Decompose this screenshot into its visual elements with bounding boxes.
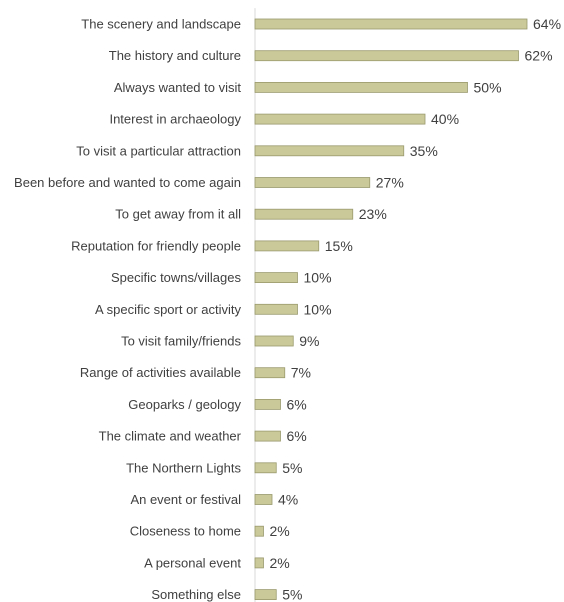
- value-label: 4%: [278, 492, 298, 508]
- value-label: 10%: [304, 301, 332, 317]
- bar: [254, 18, 528, 30]
- category-label: Something else: [151, 587, 241, 602]
- category-label: To visit family/friends: [121, 334, 241, 349]
- bar: [254, 82, 468, 93]
- value-label: 62%: [525, 48, 553, 64]
- value-label: 5%: [282, 460, 302, 476]
- value-label: 23%: [359, 206, 387, 222]
- category-label: Interest in archaeology: [109, 112, 241, 127]
- category-label: Been before and wanted to come again: [14, 175, 241, 190]
- value-label: 2%: [270, 555, 290, 571]
- value-label: 2%: [270, 523, 290, 539]
- value-label: 7%: [291, 365, 311, 381]
- value-label: 35%: [410, 143, 438, 159]
- category-label: An event or festival: [130, 492, 241, 507]
- bar: [254, 367, 286, 379]
- bar: [254, 177, 371, 188]
- value-label: 9%: [299, 333, 319, 349]
- category-label: The climate and weather: [99, 429, 242, 444]
- category-label: To get away from it all: [115, 207, 241, 222]
- category-label: The scenery and landscape: [81, 17, 241, 32]
- bar: [254, 398, 281, 410]
- bar: [254, 430, 281, 442]
- bar: [254, 208, 354, 220]
- category-labels: The scenery and landscape The history and…: [14, 17, 242, 602]
- value-label: 6%: [287, 396, 307, 412]
- value-labels: 64% 62% 50% 40% 35% 27% 23% 15% 10% 10% 9% 7% 6% 6% 5%…: [270, 16, 562, 602]
- value-label: 50%: [474, 79, 502, 95]
- value-label: 6%: [287, 428, 307, 444]
- bar: [254, 272, 298, 284]
- bar: [254, 462, 277, 474]
- value-label: 5%: [282, 587, 302, 602]
- bar: [254, 303, 298, 315]
- category-label: Range of activities available: [80, 365, 241, 380]
- bar: [254, 335, 294, 347]
- category-label: The history and culture: [109, 48, 241, 63]
- bars: [254, 18, 528, 600]
- category-label: A specific sport or activity: [95, 302, 241, 317]
- value-label: 40%: [431, 111, 459, 127]
- value-label: 27%: [376, 175, 404, 191]
- category-label: The Northern Lights: [126, 460, 241, 475]
- bar: [254, 494, 273, 505]
- bar: [254, 557, 264, 569]
- value-label: 15%: [325, 238, 353, 254]
- category-label: Geoparks / geology: [128, 397, 241, 412]
- bar: [254, 589, 277, 600]
- category-label: Always wanted to visit: [114, 80, 242, 95]
- category-label: A personal event: [144, 555, 241, 570]
- bar: [254, 50, 519, 62]
- category-label: Closeness to home: [130, 524, 241, 539]
- bar: [254, 113, 426, 125]
- bar: [254, 240, 320, 252]
- category-label: To visit a particular attraction: [76, 143, 241, 158]
- bar: [254, 145, 405, 157]
- bar: [254, 525, 264, 537]
- value-label: 10%: [304, 270, 332, 286]
- category-label: Specific towns/villages: [111, 270, 242, 285]
- category-label: Reputation for friendly people: [71, 238, 241, 253]
- value-label: 64%: [533, 16, 561, 32]
